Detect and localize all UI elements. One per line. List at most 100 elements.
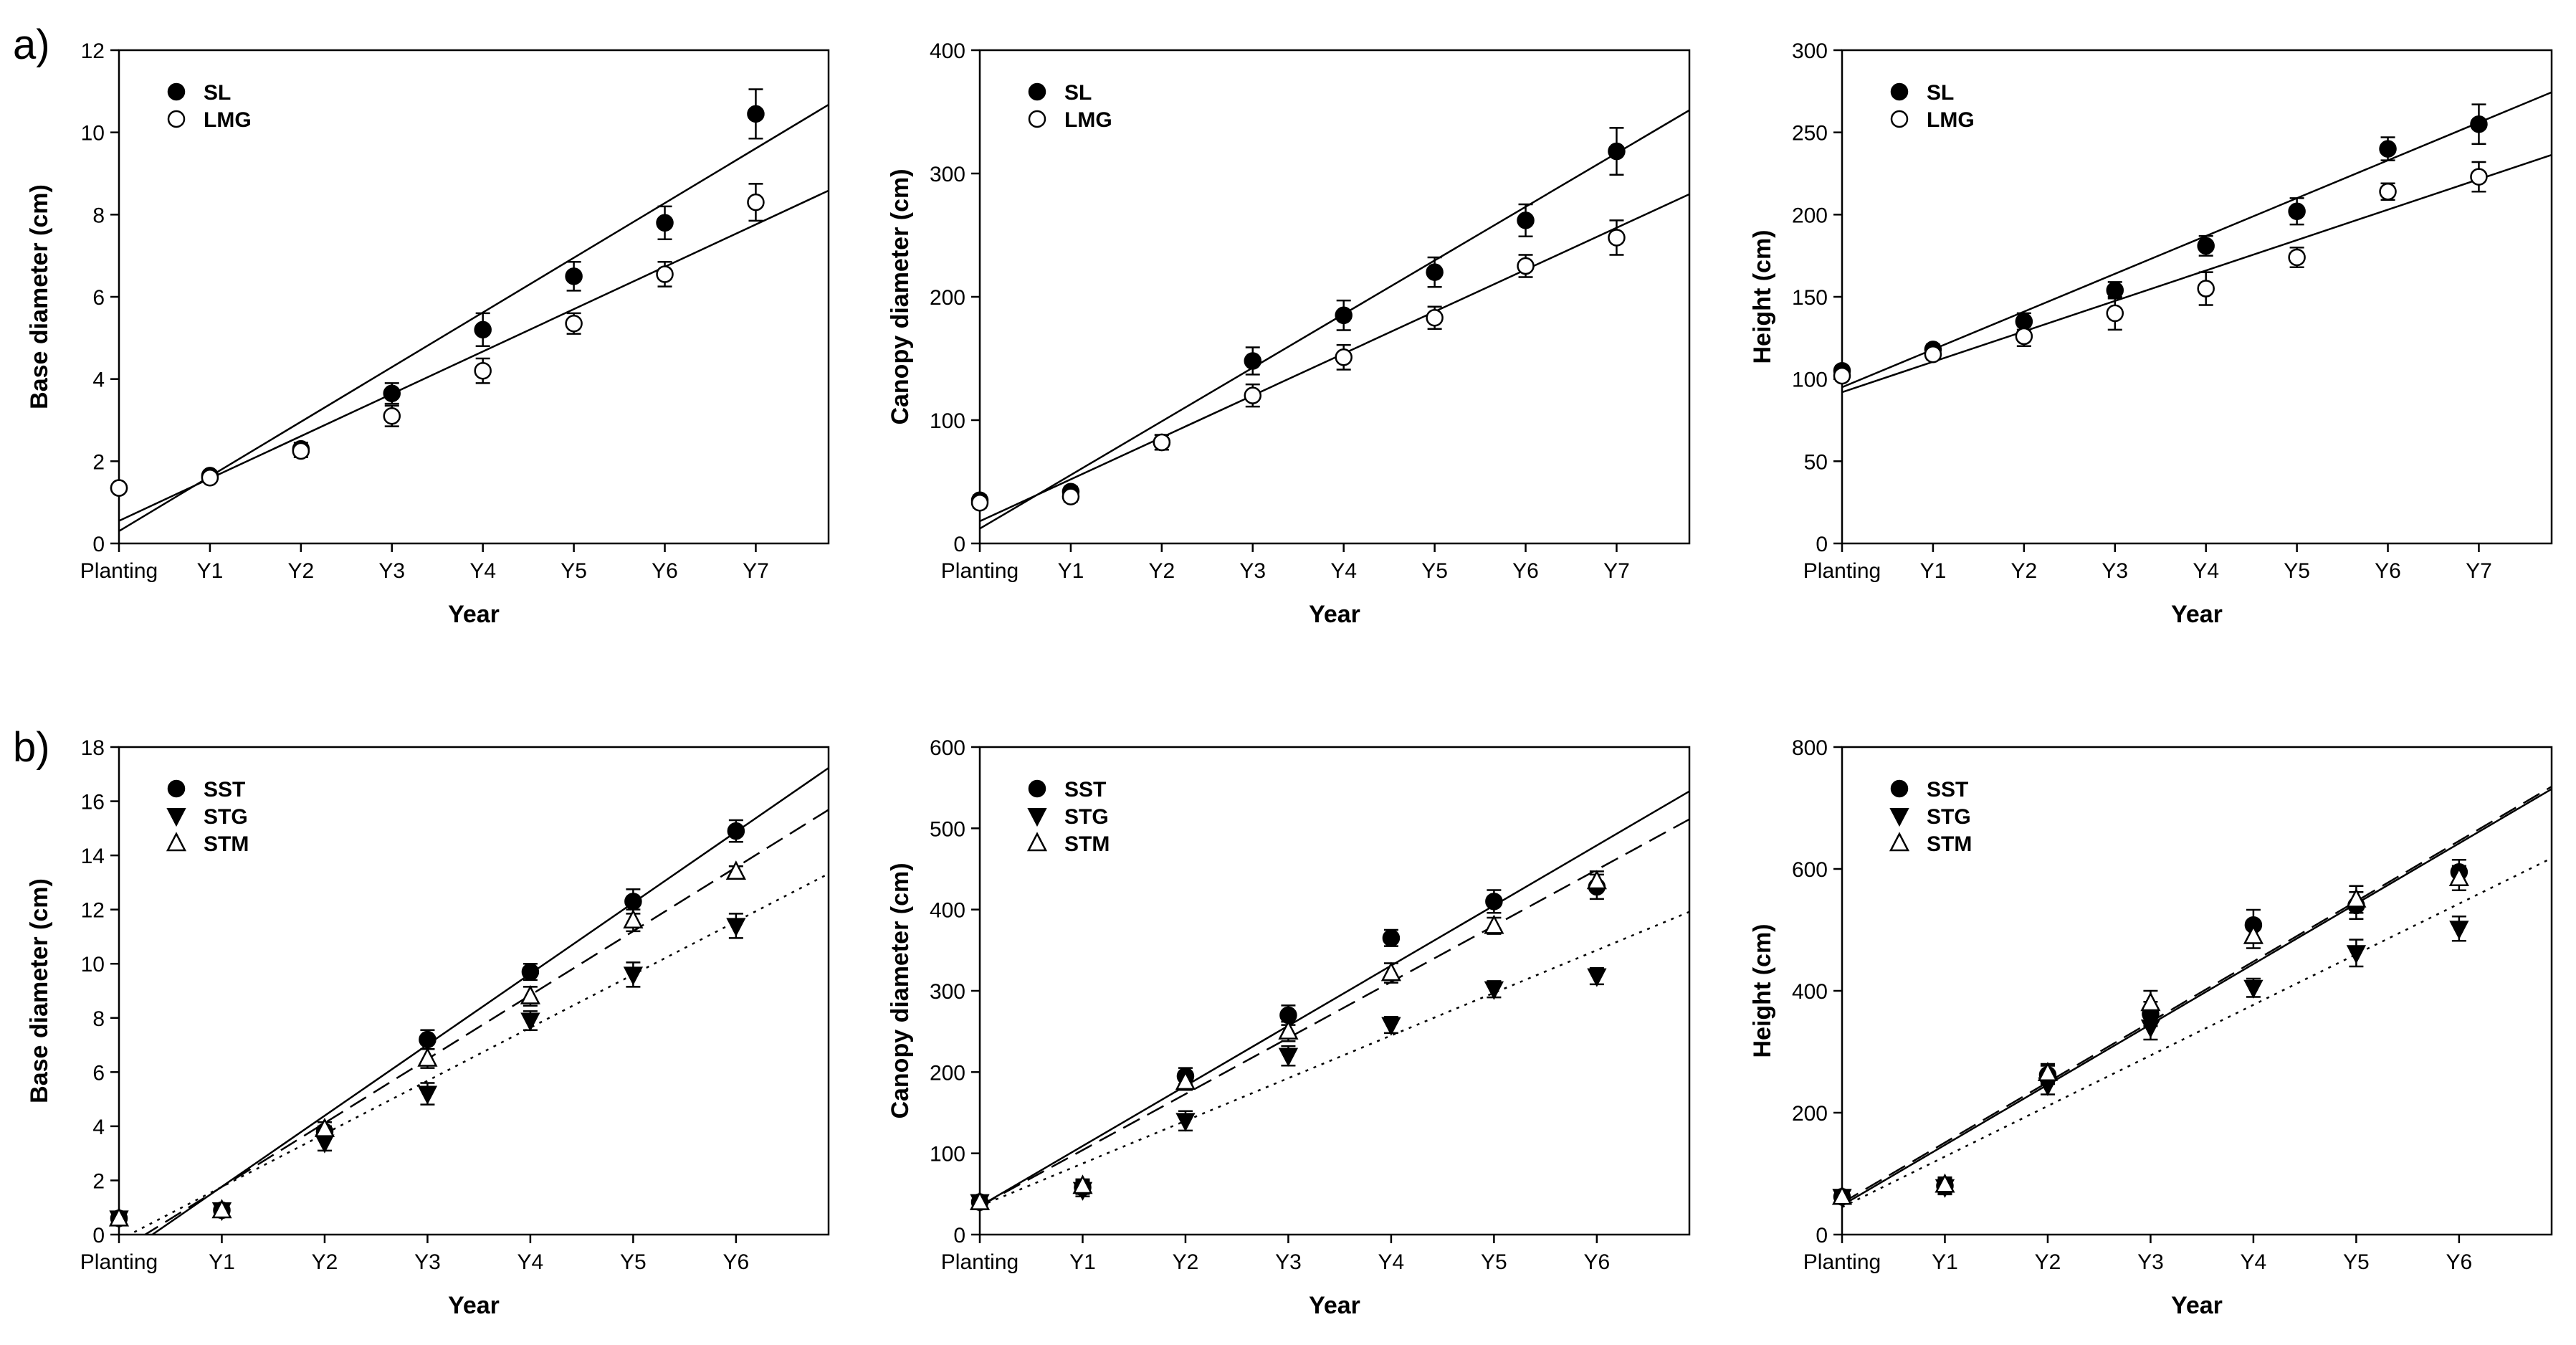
data-point-sl: [2106, 281, 2124, 300]
legend-marker-sl: [1890, 82, 1909, 101]
y-tick-label: 200: [930, 1061, 965, 1085]
y-tick-label: 14: [81, 845, 105, 868]
x-tick-label: Y7: [743, 559, 769, 583]
y-tick-label: 100: [1792, 369, 1828, 392]
x-tick-label: Y6: [723, 1250, 750, 1274]
chart-5: 0 100 200 300 400 500 600 Planting Y1 Y2 Y3 Y4 Y5 Y6 Y…: [887, 736, 1691, 1319]
y-tick-label: 400: [1792, 980, 1828, 1004]
x-tick-label: Y5: [1421, 559, 1448, 583]
x-tick-label: Planting: [941, 1250, 1019, 1274]
y-tick-label: 12: [81, 899, 105, 923]
x-axis-title: Year: [2171, 1292, 2223, 1319]
charts-container: 0 2 4 6 8 10 12 Planting Y1 Y2 Y3 Y4 Y5 Y6 Y7 Year Base …: [26, 39, 2553, 1319]
y-axis-title: Base diameter (cm): [26, 184, 53, 409]
data-point-lmg: [1335, 348, 1353, 366]
y-tick-label: 500: [930, 817, 965, 841]
data-point-lmg: [656, 265, 674, 283]
data-point-lmg: [1517, 257, 1535, 275]
legend-marker-sst: [1890, 779, 1909, 798]
data-point-lmg: [1833, 366, 1851, 385]
y-tick-label: 300: [930, 163, 965, 186]
legend-label-stm: STM: [204, 832, 249, 856]
data-point-sl: [1244, 352, 1262, 370]
y-tick-label: 300: [930, 980, 965, 1004]
legend-label-stm: STM: [1064, 832, 1110, 856]
fit-line-sst: [980, 790, 1689, 1207]
y-tick-label: 2: [92, 1169, 105, 1193]
data-point-sl: [2470, 115, 2488, 133]
y-tick-label: 0: [953, 1224, 965, 1247]
data-point-stm: [2346, 888, 2367, 908]
x-tick-label: Planting: [1803, 1250, 1881, 1274]
data-point-stg: [1484, 981, 1504, 1000]
data-point-sst: [624, 893, 642, 911]
x-tick-label: Y6: [2375, 559, 2401, 583]
data-point-lmg: [474, 361, 492, 380]
data-point-lmg: [1153, 433, 1171, 452]
data-point-lmg: [201, 469, 219, 487]
x-tick-label: Y4: [2193, 559, 2219, 583]
legend-marker-sl: [1028, 82, 1046, 101]
legend-label-sl: SL: [1927, 81, 1954, 105]
legend-marker-stm: [166, 832, 187, 852]
data-point-sl: [1426, 263, 1444, 281]
chart-3: 0 50 100 150 200 250 300 Planting Y1 Y2 Y3 Y4 Y5 Y6 Y7…: [1749, 39, 2553, 628]
y-axis-title: Height (cm): [1749, 230, 1776, 364]
x-tick-label: Y4: [1330, 559, 1357, 583]
legend-label-stg: STG: [204, 805, 248, 829]
y-tick-label: 6: [92, 1061, 105, 1085]
data-point-sst: [419, 1030, 437, 1049]
x-tick-label: Y2: [1173, 1250, 1199, 1274]
chart-6: 0 200 400 600 800 Planting Y1 Y2 Y3 Y4 Y5 Y6 Year Hei…: [1749, 736, 2553, 1319]
data-point-lmg: [383, 407, 401, 425]
data-point-stm: [623, 909, 644, 929]
x-tick-label: Y6: [1584, 1250, 1611, 1274]
data-point-lmg: [747, 193, 765, 212]
x-tick-label: Planting: [941, 559, 1019, 583]
x-tick-label: Y1: [1920, 559, 1947, 583]
data-point-stm: [520, 984, 540, 1004]
y-tick-label: 400: [930, 899, 965, 923]
x-tick-label: Y6: [1512, 559, 1539, 583]
fit-line-sst: [1842, 788, 2552, 1207]
x-axis-title: Year: [1309, 1292, 1360, 1319]
data-point-lmg: [2379, 182, 2397, 201]
x-axis-title: Year: [448, 601, 500, 628]
data-point-sst: [727, 822, 745, 840]
fit-line-sl: [980, 109, 1689, 530]
data-point-stm: [1484, 914, 1504, 934]
data-point-stg: [520, 1012, 540, 1032]
y-tick-label: 0: [92, 1224, 105, 1247]
fit-line-stg: [1842, 786, 2552, 1204]
data-point-stg: [1175, 1113, 1196, 1132]
x-tick-label: Y3: [414, 1250, 441, 1274]
data-point-sl: [2197, 237, 2215, 255]
data-point-stg: [1381, 1017, 1401, 1036]
x-tick-label: Y6: [652, 559, 678, 583]
data-point-lmg: [2015, 327, 2033, 346]
x-tick-label: Y5: [2343, 1250, 2370, 1274]
y-tick-label: 200: [1792, 1102, 1828, 1126]
y-tick-label: 50: [1804, 450, 1828, 474]
data-point-lmg: [565, 315, 583, 333]
data-point-stm: [1586, 870, 1607, 890]
data-point-stg: [2449, 921, 2469, 940]
data-point-stg: [623, 966, 644, 986]
data-point-stg: [2243, 979, 2263, 999]
fit-line-sl: [119, 103, 829, 532]
data-point-stm: [1831, 1185, 1853, 1205]
plot-frame: [118, 746, 830, 1236]
data-point-sl: [1517, 212, 1535, 229]
y-tick-label: 8: [92, 1007, 105, 1031]
chart-4: 0 2 4 6 8 10 12 14 16 18 Planting Y1 Y2 Y3 Y4 Y5 Y6 Year B…: [26, 736, 830, 1319]
legend-label-stg: STG: [1064, 805, 1109, 829]
y-tick-label: 2: [92, 450, 105, 474]
x-tick-label: Y2: [1148, 559, 1175, 583]
x-axis-title: Year: [2171, 601, 2223, 628]
data-point-stm: [969, 1190, 991, 1210]
data-point-lmg: [2106, 304, 2124, 323]
data-point-sl: [383, 384, 401, 402]
data-point-sl: [2288, 202, 2306, 220]
legend-marker-stm: [1889, 832, 1910, 852]
